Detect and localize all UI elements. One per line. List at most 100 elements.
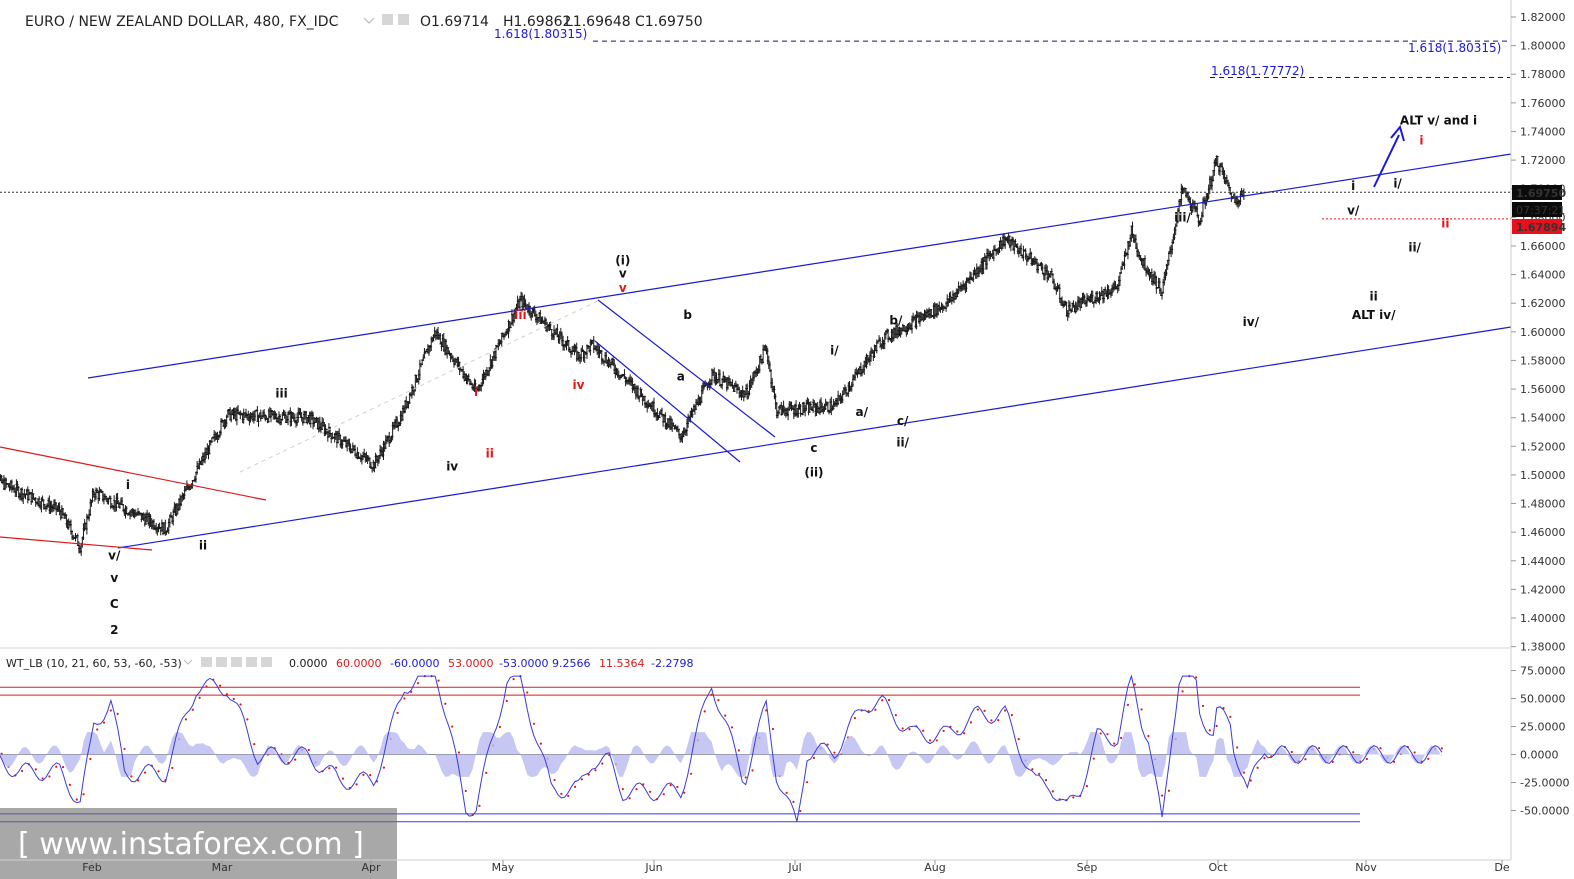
indicator-title: WT_LB (10, 21, 60, 53, -60, -53) [6,657,182,670]
ohlc-open: O1.69714 [420,14,489,30]
indicator-eye-icon[interactable] [201,657,212,667]
signal-dot [1263,756,1266,760]
symbol-title: EURO / NEW ZEALAND DOLLAR, 480, FX_IDC [25,14,339,30]
signal-dot [649,790,652,793]
corrective-channel-lower [594,340,741,463]
support-price-tag: 1.67894 [1512,219,1566,234]
signal-dot [826,743,829,746]
ohlc-high: H1.69862 [503,14,571,30]
signal-dot [1379,747,1382,750]
watermark: [ www.instaforex.com ] [0,808,397,879]
price-tick-label: 1.56000 [1520,383,1566,396]
last-price-value: 1.69750 [1516,187,1566,200]
time-tick-label: Sep [1077,861,1098,874]
price-tick-label: 1.80000 [1520,40,1566,53]
signal-dot [1140,708,1143,711]
signal-dot [225,693,229,696]
chevron-down-icon[interactable] [363,17,375,24]
signal-dot [881,699,884,702]
signal-dot [116,712,119,715]
wave-label: v [619,281,627,295]
signal-dot [1413,751,1416,754]
signal-dot [1010,714,1014,717]
signal-dot [1181,690,1184,693]
wave-label: b [683,308,692,322]
indicator-chevron-icon[interactable] [183,659,193,665]
wave-label: c/ [897,414,909,428]
signal-dot [1072,796,1075,799]
settings-icon[interactable] [398,14,409,25]
signal-dot [505,699,508,703]
wave-label: a/ [855,405,868,419]
price-bars [0,155,1246,556]
signal-dot [82,793,85,796]
signal-dot [601,762,604,765]
signal-dot [396,711,399,714]
signal-dot [744,776,747,779]
eye-icon[interactable] [382,14,393,25]
time-axis[interactable]: Feb Mar Apr May Jun Jul Aug Sep Oct Nov De [0,859,1511,874]
wave-label: i [1351,179,1355,193]
signal-dot [737,749,740,752]
indicator-tick-label: -25.0000 [1520,777,1569,790]
bar-countdown: 07:37:21 [1516,204,1565,217]
time-tick-label: Mar [212,861,233,874]
wave-label: iii [275,387,287,401]
signal-dot [355,783,358,786]
fib-label-mid: 1.618(1.77772) [1211,64,1304,78]
signal-dot [676,785,679,789]
signal-dot [1147,734,1150,738]
price-tick-label: 1.46000 [1520,526,1566,539]
price-tick-label: 1.52000 [1520,440,1566,453]
wave-label: ALT v/ and i [1400,113,1477,127]
wave-label: i [1419,133,1423,147]
signal-dot [478,804,481,807]
signal-dot [102,721,106,724]
signal-dot [812,756,816,760]
wave-label: ii [199,538,207,552]
wave-label: i [126,478,130,492]
wave-label: v [110,571,118,585]
signal-dot [41,777,44,780]
signal-dot [717,699,720,702]
channel-lower-line [117,326,1512,549]
indicator-more-icon-2[interactable] [261,657,272,667]
time-tick-label: Aug [924,861,945,874]
trend-channel [0,124,1512,551]
wave-label: iv [446,460,458,474]
signal-dot [539,742,543,745]
wave-label: C [110,597,119,611]
signal-dot [191,708,194,711]
indicator-close-icon[interactable] [231,657,242,667]
signal-dot [628,797,631,800]
signal-dot [457,751,461,754]
indicator-value: 0.0000 [289,657,328,670]
signal-dot [1085,785,1089,788]
signal-dot [1017,738,1020,741]
signal-dot [792,800,795,803]
signal-dot [34,768,37,771]
signal-dot [662,793,665,796]
signal-dot [894,714,897,717]
price-tick-label: 1.54000 [1520,412,1566,425]
indicator-value: 9.2566 [552,657,591,670]
indicator-value: -60.0000 [390,657,439,670]
indicator-settings-icon[interactable] [216,657,227,667]
signal-dot [382,766,386,769]
signal-dot [89,757,92,761]
indicator-more-icon[interactable] [246,657,257,667]
wave-label: ALT iv/ [1352,308,1396,322]
price-axis[interactable]: 1.82000 1.80000 1.78000 1.76000 1.74000 1.720… [1510,0,1574,879]
ohlc-close: C1.69750 [635,14,703,30]
price-tick-label: 1.48000 [1520,498,1566,511]
signal-dot [341,777,345,780]
wave-label: (ii) [804,465,823,479]
price-tick-label: 1.44000 [1520,555,1566,568]
channel-upper-line [87,153,1512,379]
signal-dot [451,725,454,728]
signal-dot [75,798,78,801]
indicator-value: 11.5364 [599,657,645,670]
signal-dot [143,771,147,774]
signal-dot [307,748,310,752]
